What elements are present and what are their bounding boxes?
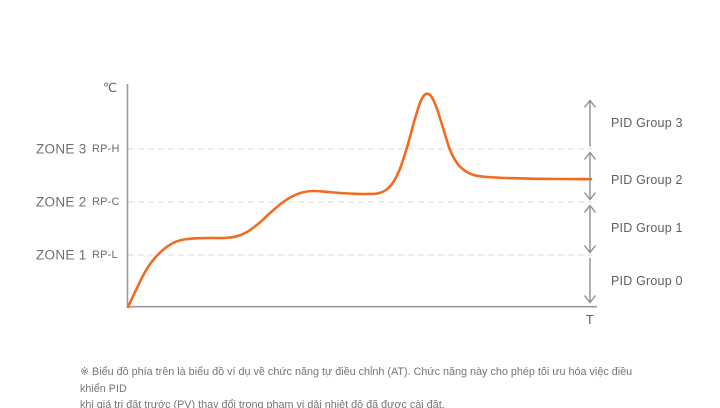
zone-2-label: ZONE 2 [36,194,87,210]
setpoint-rp-l-label: RP-L [92,249,118,261]
pid-group-0-label: PID Group 0 [611,274,683,288]
setpoint-rp-h-label: RP-H [92,143,120,155]
zone-3-label: ZONE 3 [36,141,87,157]
pid-group-2-label: PID Group 2 [611,173,683,187]
setpoint-rp-c-label: RP-C [92,196,120,208]
footnote-line-2: khi giá trị đặt trước (PV) thay đổi tron… [80,399,445,408]
pid-group-2-arrow [583,151,597,201]
pid-group-1-label: PID Group 1 [611,221,683,235]
pid-group-arrows [583,99,597,304]
footnote-line-1: ※ Biểu đồ phía trên là biểu đồ ví dụ về … [80,366,633,395]
pv-curve [126,92,593,309]
pid-group-3-label: PID Group 3 [611,116,683,130]
x-axis-unit-label: T [586,313,594,327]
pid-group-0-arrow [583,258,597,304]
footnote: ※ Biểu đồ phía trên là biểu đồ ví dụ về … [80,364,660,408]
y-axis-unit-label: ℃ [103,81,118,95]
zone-1-label: ZONE 1 [36,247,87,263]
pid-group-3-arrow [583,99,597,147]
pid-group-1-arrow [583,204,597,254]
